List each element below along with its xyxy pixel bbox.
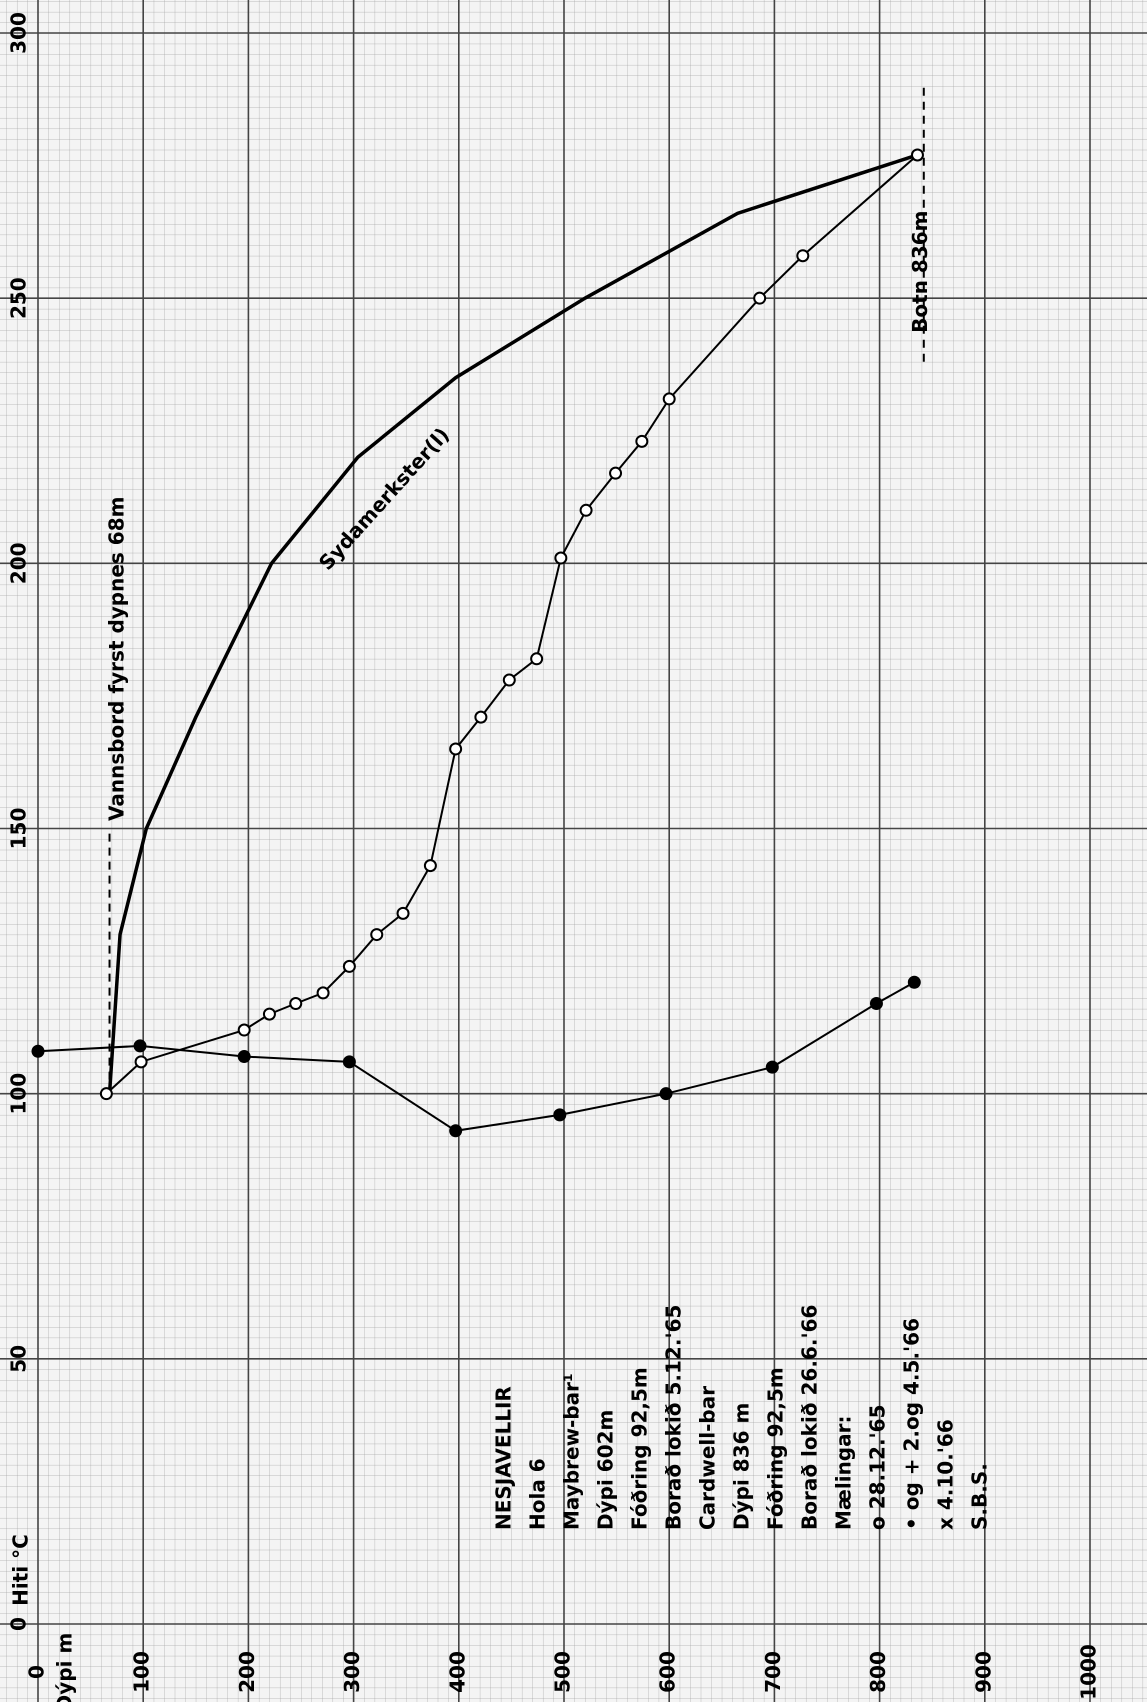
- data-point: [396, 906, 410, 920]
- annotation: Botn 836m: [908, 210, 932, 332]
- data-point: [474, 710, 488, 724]
- x-tick-label: 0: [25, 1665, 49, 1679]
- x-tick-label: 800: [866, 1651, 890, 1693]
- data-point: [609, 466, 623, 480]
- note-line: NESJAVELLIR: [492, 1386, 516, 1530]
- x-tick-label: 400: [445, 1651, 469, 1693]
- data-point: [31, 1044, 45, 1058]
- data-point: [449, 742, 463, 756]
- data-point: [237, 1023, 251, 1037]
- data-point: [869, 997, 883, 1011]
- note-line: Hola 6: [526, 1458, 550, 1530]
- y-tick-label: 300: [7, 12, 31, 54]
- data-point: [342, 959, 356, 973]
- data-point: [579, 503, 593, 517]
- note-line: Mælingar:: [832, 1416, 856, 1530]
- data-point: [553, 1108, 567, 1122]
- note-line: Cardwell-bar: [696, 1386, 720, 1530]
- x-tick-label: 200: [235, 1651, 259, 1693]
- x-tick-label: 600: [656, 1651, 680, 1693]
- data-point: [342, 1055, 356, 1069]
- note-line: Borað lokið 5.12.'65: [662, 1305, 686, 1530]
- data-point: [423, 859, 437, 873]
- note-line: o 28.12.'65: [866, 1404, 890, 1530]
- y-tick-label: 250: [7, 277, 31, 319]
- x-tick-label: 700: [761, 1651, 785, 1693]
- series-line: [105, 154, 919, 1095]
- data-point: [370, 928, 384, 942]
- x-axis-label: Dýpi m: [53, 1633, 77, 1702]
- note-line: x 4.10.'66: [934, 1419, 958, 1530]
- note-line: Dýpi 836 m: [730, 1403, 754, 1530]
- x-tick-label: 900: [971, 1651, 995, 1693]
- x-tick-label: 300: [340, 1651, 364, 1693]
- series-line: [37, 981, 915, 1132]
- data-point: [289, 997, 303, 1011]
- y-tick-label: 100: [7, 1073, 31, 1115]
- note-line: Fóðring 92,5m: [628, 1367, 652, 1530]
- note-line: Maybrew-bar¹: [560, 1373, 584, 1530]
- x-tick-label: 500: [551, 1651, 575, 1693]
- note-line: Fóðring 92,5m: [764, 1367, 788, 1530]
- data-point: [765, 1060, 779, 1074]
- data-point: [449, 1124, 463, 1138]
- data-point: [635, 434, 649, 448]
- y-tick-label: 150: [7, 808, 31, 850]
- data-point: [530, 652, 544, 666]
- data-point: [133, 1039, 147, 1053]
- x-tick-label: 100: [130, 1651, 154, 1693]
- series-line: [107, 153, 919, 1094]
- data-point: [796, 249, 810, 263]
- y-tick-label: 50: [7, 1345, 31, 1373]
- data-point: [910, 148, 924, 162]
- data-point: [134, 1055, 148, 1069]
- y-axis-label: Hiti °C: [9, 1534, 33, 1606]
- data-point: [659, 1087, 673, 1101]
- data-point: [262, 1007, 276, 1021]
- data-point: [99, 1087, 113, 1101]
- data-point: [502, 673, 516, 687]
- data-point: [554, 551, 568, 565]
- y-tick-label: 200: [7, 542, 31, 584]
- data-point: [753, 291, 767, 305]
- note-line: • og + 2.og 4.5.'66: [900, 1318, 924, 1530]
- note-line: Borað lokið 26.6.'66: [798, 1305, 822, 1530]
- data-point: [237, 1050, 251, 1064]
- x-tick-label: 1000: [1077, 1644, 1101, 1700]
- note-line: Dýpi 602m: [594, 1410, 618, 1530]
- note-line: S.B.S.: [968, 1463, 992, 1530]
- data-point: [662, 392, 676, 406]
- y-tick-label: 0: [7, 1617, 31, 1631]
- annotation: Vannsbord fyrst dypnes 68m: [104, 497, 128, 822]
- data-point: [316, 986, 330, 1000]
- data-point: [907, 975, 921, 989]
